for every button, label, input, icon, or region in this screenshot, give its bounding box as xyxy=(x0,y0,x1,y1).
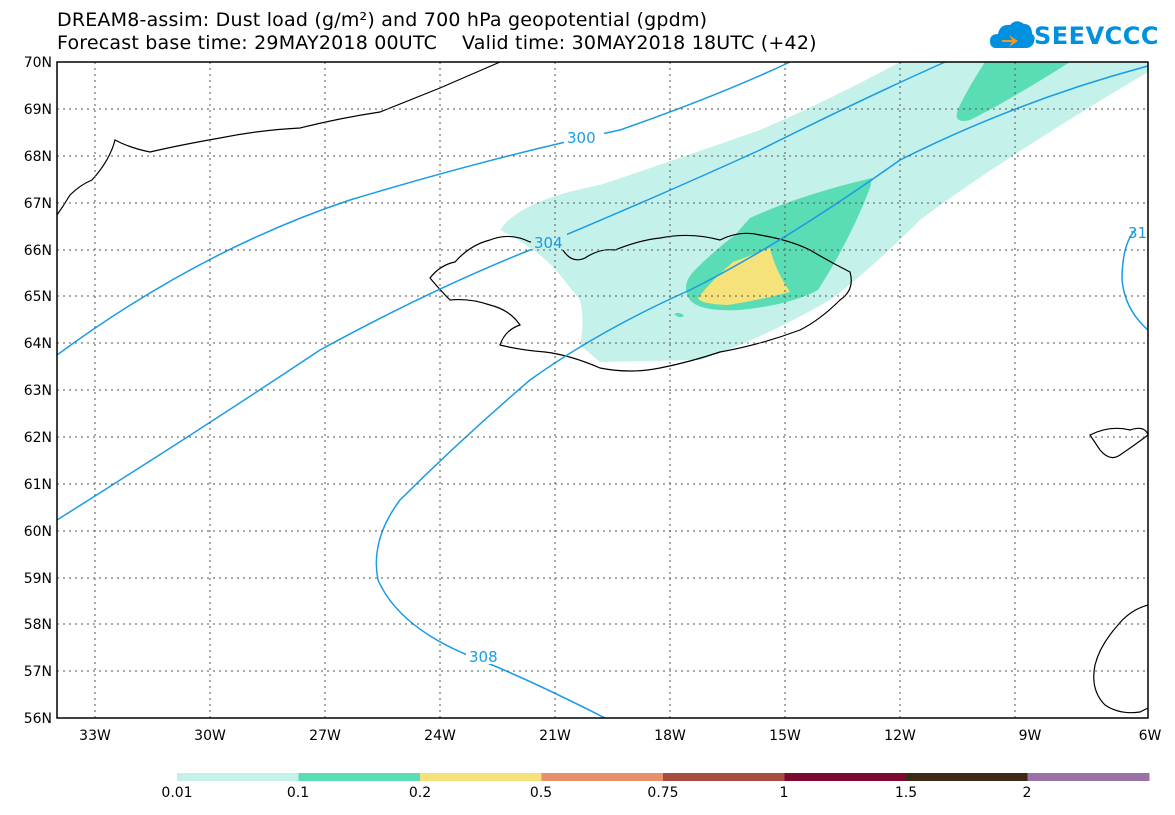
colorbar-swatch xyxy=(1027,773,1150,781)
colorbar-label: 0.75 xyxy=(647,785,679,801)
colorbar-label: 0.5 xyxy=(529,785,553,801)
colorbar-label: 2 xyxy=(1022,785,1032,801)
lat-label: 56N xyxy=(24,711,52,727)
lat-label: 64N xyxy=(24,336,52,352)
dust-level-0-2 xyxy=(698,248,790,305)
greenland-coast xyxy=(56,61,501,216)
lat-label: 66N xyxy=(24,243,52,259)
lat-label: 59N xyxy=(24,571,52,587)
colorbar-label: 1.5 xyxy=(894,785,918,801)
lat-label: 67N xyxy=(24,196,52,212)
colorbar-label: 1 xyxy=(779,785,789,801)
lon-label: 27W xyxy=(309,728,341,744)
colorbar-swatch xyxy=(541,773,664,781)
contour-labels: 300 304 308 31 xyxy=(466,126,1147,666)
lon-label: 33W xyxy=(79,728,111,744)
gridlines xyxy=(57,62,1148,718)
lon-label: 24W xyxy=(424,728,456,744)
coastlines xyxy=(56,61,1149,714)
faroe-coast xyxy=(1089,427,1149,459)
lat-label: 69N xyxy=(24,102,52,118)
lat-label: 65N xyxy=(24,289,52,305)
lat-label: 63N xyxy=(24,383,52,399)
lat-label: 60N xyxy=(24,524,52,540)
latitude-labels: 70N 69N 68N 67N 66N 65N 64N 63N 62N 61N … xyxy=(24,55,52,727)
colorbar xyxy=(177,773,1150,781)
contour-312 xyxy=(1121,229,1149,331)
colorbar-swatch xyxy=(906,773,1028,781)
lat-label: 57N xyxy=(24,664,52,680)
logo-text: SEEVCCC xyxy=(1034,22,1159,50)
contour-label-312: 31 xyxy=(1128,224,1147,242)
lon-label: 18W xyxy=(654,728,686,744)
lat-label: 70N xyxy=(24,55,52,71)
dust-level-0-1-north xyxy=(956,62,1070,121)
lon-label: 9W xyxy=(1019,728,1042,744)
colorbar-label: 0.2 xyxy=(408,785,432,801)
contour-304 xyxy=(56,61,946,521)
colorbar-label: 0.01 xyxy=(161,785,193,801)
lat-label: 62N xyxy=(24,430,52,446)
colorbar-swatch xyxy=(784,773,907,781)
colorbar-swatch xyxy=(420,773,542,781)
lat-label: 61N xyxy=(24,477,52,493)
lat-label: 58N xyxy=(24,617,52,633)
colorbar-swatch xyxy=(298,773,421,781)
map-title-line1: DREAM8-assim: Dust load (g/m²) and 700 h… xyxy=(57,9,708,31)
lon-label: 30W xyxy=(194,728,226,744)
contour-label-304: 304 xyxy=(534,234,563,252)
colorbar-label: 0.1 xyxy=(286,785,310,801)
lon-label: 6W xyxy=(1139,728,1162,744)
cloud-logo-icon xyxy=(990,21,1035,48)
contour-300 xyxy=(56,61,791,356)
map-frame xyxy=(56,61,1149,719)
dust-spot xyxy=(674,312,684,318)
map-title-line2: Forecast base time: 29MAY2018 00UTC Vali… xyxy=(57,32,817,54)
contour-label-308: 308 xyxy=(469,648,498,666)
contour-label-300: 300 xyxy=(567,129,596,147)
lon-label: 12W xyxy=(884,728,916,744)
lon-label: 15W xyxy=(769,728,801,744)
lon-label: 21W xyxy=(539,728,571,744)
colorbar-swatch xyxy=(663,773,785,781)
colorbar-swatch xyxy=(177,773,299,781)
longitude-labels: 33W 30W 27W 24W 21W 18W 15W 12W 9W 6W xyxy=(79,728,1161,744)
scotland-coast xyxy=(1093,604,1149,714)
lat-label: 68N xyxy=(24,149,52,165)
